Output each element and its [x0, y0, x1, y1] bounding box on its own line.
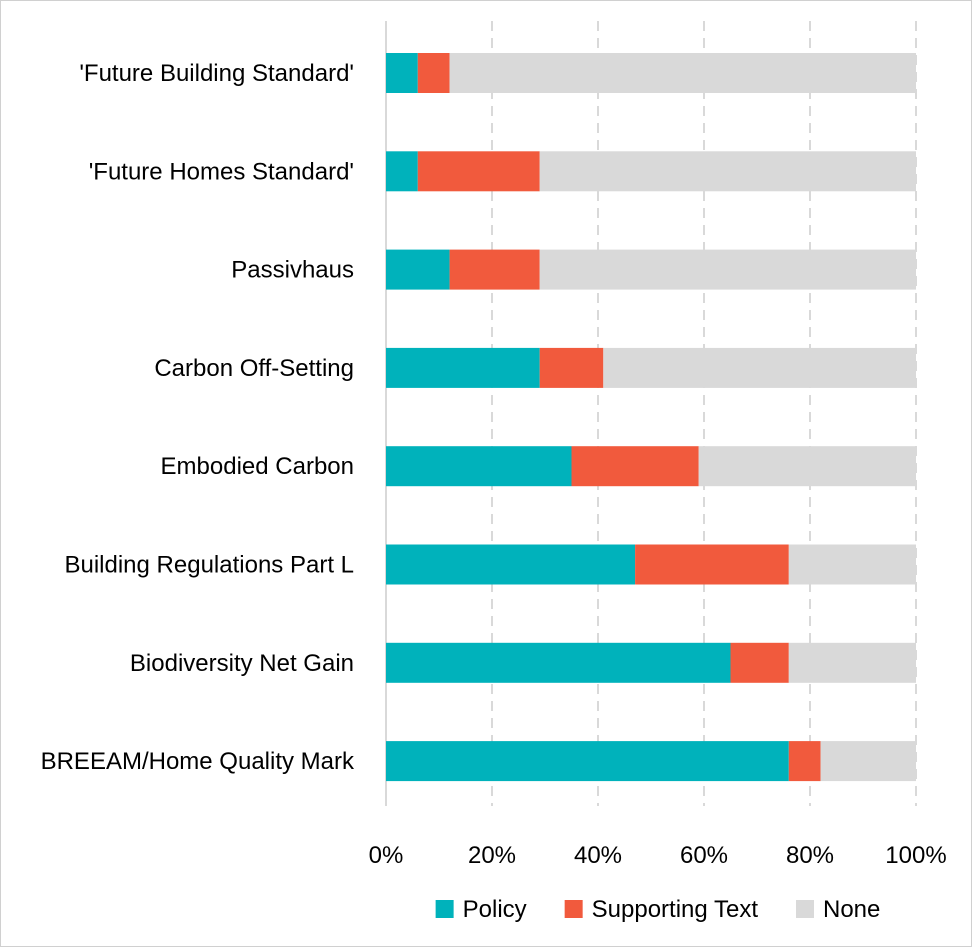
x-tick-label: 60%	[680, 842, 728, 869]
bar-segment	[449, 53, 916, 93]
bar-segment	[417, 151, 540, 192]
bar-segment	[820, 741, 916, 782]
bar-segment	[417, 53, 450, 93]
category-label: BREEAM/Home Quality Mark	[41, 748, 355, 775]
category-label: Passivhaus	[231, 257, 354, 284]
bar-segment	[603, 347, 916, 388]
bars	[386, 53, 916, 782]
x-tick-label: 40%	[574, 842, 622, 869]
category-label: Biodiversity Net Gain	[130, 650, 354, 677]
bar-segment	[539, 151, 916, 192]
x-tick-label: 0%	[369, 842, 404, 869]
category-label: Carbon Off-Setting	[154, 355, 354, 382]
bar-segment	[386, 544, 636, 585]
x-tick-label: 20%	[468, 842, 516, 869]
bar-segment	[386, 446, 572, 487]
bar-segment	[539, 249, 916, 290]
gridlines	[385, 21, 917, 806]
bar-segment	[386, 53, 418, 93]
bar-segment	[788, 741, 821, 782]
bar-segment	[635, 544, 789, 585]
x-tick-label: 100%	[885, 842, 946, 869]
bar-segment	[788, 642, 916, 683]
category-label: Embodied Carbon	[161, 453, 354, 480]
legend-label: Supporting Text	[592, 896, 759, 923]
x-tick-label: 80%	[786, 842, 834, 869]
bar-segment	[539, 347, 604, 388]
legend-label: None	[823, 896, 880, 923]
bar-segment	[730, 642, 789, 683]
bar-segment	[386, 151, 418, 192]
legend: Policy Supporting Text None	[435, 896, 880, 923]
legend-label: Policy	[463, 896, 527, 923]
category-labels: 'Future Building Standard' 'Future Homes …	[41, 60, 355, 775]
bar-segment	[788, 544, 916, 585]
category-label: 'Future Building Standard'	[79, 60, 354, 87]
legend-swatch	[796, 900, 814, 918]
bar-segment	[449, 249, 540, 290]
x-axis-tick-labels: 0% 20% 40% 60% 80% 100%	[369, 842, 947, 869]
category-label: Building Regulations Part L	[64, 552, 354, 579]
legend-swatch	[564, 900, 583, 918]
bar-segment	[386, 347, 540, 388]
bar-segment	[386, 741, 789, 782]
bar-segment	[698, 446, 916, 487]
legend-swatch	[435, 900, 454, 918]
category-label: 'Future Homes Standard'	[89, 158, 354, 185]
bar-segment	[571, 446, 699, 487]
bar-segment	[386, 642, 731, 683]
bar-segment	[386, 249, 450, 290]
